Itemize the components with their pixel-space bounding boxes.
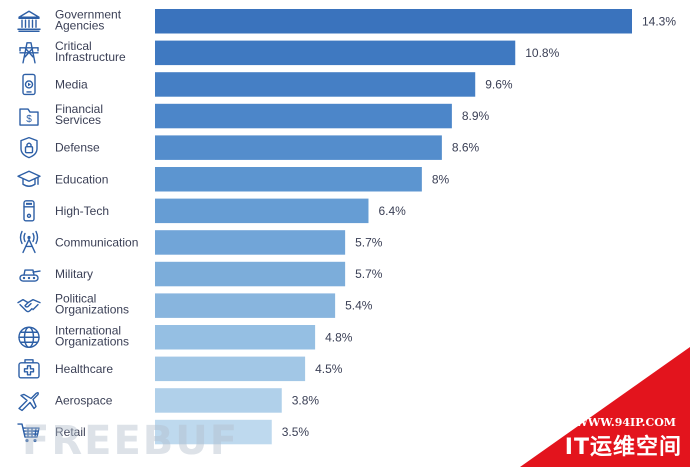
value-label: 8.9%: [462, 109, 490, 123]
category-label: Military: [55, 267, 93, 281]
bar: [155, 356, 306, 382]
bar: [155, 135, 442, 160]
value-label: 8%: [432, 172, 450, 186]
category-label: Communication: [55, 235, 138, 249]
server-device-icon: [23, 200, 35, 222]
category-label: Government Agencies: [55, 7, 122, 32]
value-label: 3.8%: [292, 393, 320, 407]
chart-row: Healthcare 4.5%: [18, 356, 343, 382]
graduation-cap-icon: [17, 170, 41, 187]
chart-row: Media 9.6%: [22, 72, 513, 97]
bar: [155, 103, 452, 129]
value-label: 10.8%: [525, 46, 559, 60]
value-label: 14.3%: [642, 14, 676, 28]
chart-row: Critical Infrastructure 10.8%: [19, 39, 560, 66]
power-tower-icon: [19, 42, 39, 64]
media-phone-icon: [22, 73, 36, 96]
chart-row: International Organizations 4.8%: [18, 323, 353, 350]
category-label: High-Tech: [55, 204, 109, 218]
bar: [155, 40, 516, 66]
bar: [155, 261, 346, 287]
bar: [155, 72, 476, 97]
bar: [155, 230, 346, 255]
corner-banner-url: WWW.94IP.COM: [575, 416, 676, 429]
value-label: 6.4%: [378, 204, 406, 218]
shopping-cart-icon: [17, 423, 40, 443]
bar: [155, 9, 632, 34]
chart-row: Government Agencies 14.3%: [17, 7, 676, 34]
svg-text:$: $: [26, 114, 32, 125]
value-label: 5.4%: [345, 299, 373, 313]
chart-row: Political Organizations 5.4%: [17, 292, 373, 318]
category-label: Aerospace: [55, 393, 113, 407]
chart-row: Military 5.7%: [19, 261, 383, 287]
chart-row: $ Financial Services 8.9%: [19, 102, 490, 129]
value-label: 3.5%: [282, 425, 310, 439]
antenna-icon: [19, 230, 39, 254]
money-document-icon: $: [19, 108, 39, 126]
category-label: Media: [55, 77, 88, 91]
chart-row: Communication 5.7%: [19, 230, 383, 255]
corner-banner-triangle: [520, 347, 690, 467]
chart-row: Retail 3.5%: [17, 419, 310, 445]
airplane-icon: [18, 391, 39, 412]
freebuf-watermark: FREEBUF: [22, 418, 240, 464]
category-label: Financial Services: [55, 102, 103, 127]
bar: [155, 293, 336, 318]
corner-banner: [520, 347, 690, 467]
handshake-icon: [17, 298, 41, 313]
value-label: 4.5%: [315, 362, 343, 376]
globe-icon: [18, 326, 40, 348]
bar: [155, 198, 369, 224]
bar: [155, 325, 316, 350]
value-label: 5.7%: [355, 267, 383, 281]
value-label: 8.6%: [452, 141, 480, 155]
bar: [155, 167, 422, 192]
bar: [155, 419, 272, 445]
bar: [155, 388, 282, 413]
corner-banner-title: IT运维空间: [564, 435, 682, 460]
shield-lock-icon: [20, 136, 38, 159]
category-label: Defense: [55, 141, 100, 155]
value-label: 5.7%: [355, 235, 383, 249]
category-label: International Organizations: [55, 323, 129, 348]
chart-row: Defense 8.6%: [20, 135, 480, 160]
value-label: 4.8%: [325, 330, 353, 344]
government-building-icon: [17, 10, 41, 32]
medical-kit-icon: [18, 359, 40, 379]
category-label: Education: [55, 172, 108, 186]
chart-row: Education 8%: [17, 167, 450, 192]
chart-row: Aerospace 3.8%: [18, 388, 320, 413]
category-label: Political Organizations: [55, 292, 129, 317]
value-label: 9.6%: [485, 77, 513, 91]
category-label: Healthcare: [55, 362, 113, 376]
tank-icon: [19, 269, 41, 282]
category-label: Critical Infrastructure: [55, 39, 126, 64]
category-label: Retail: [55, 425, 86, 439]
chart-row: High-Tech 6.4%: [23, 198, 406, 224]
